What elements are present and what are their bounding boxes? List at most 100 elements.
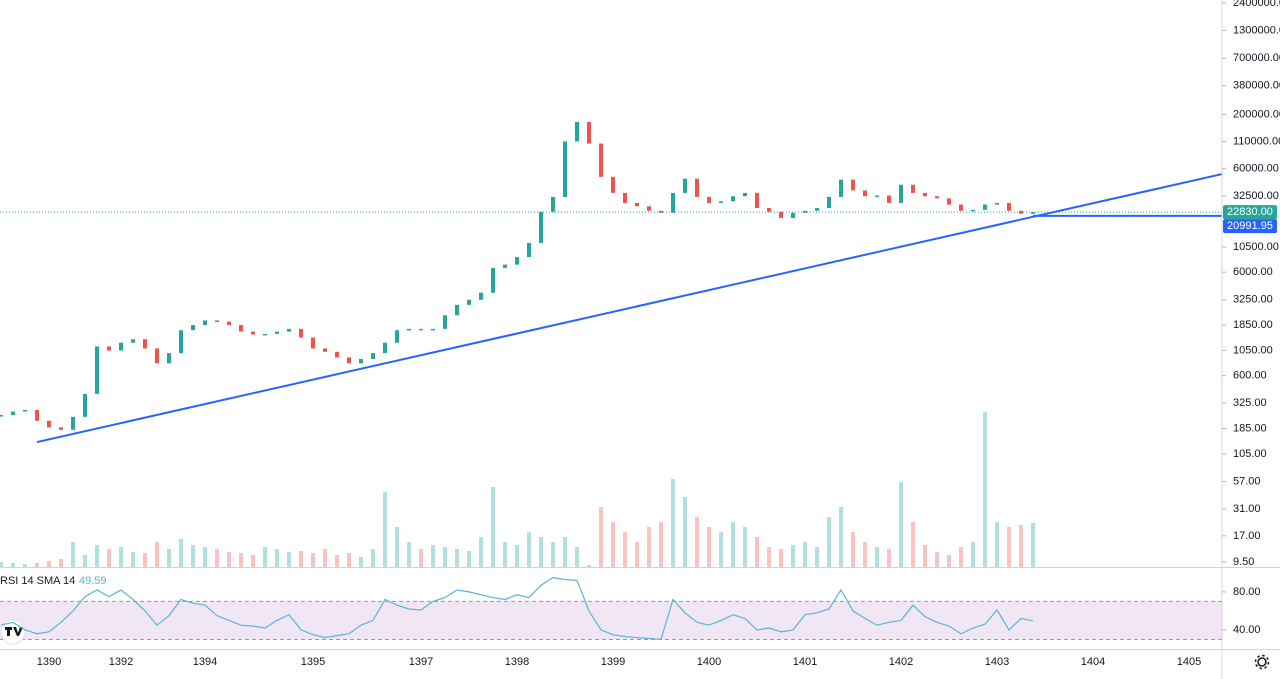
candle (611, 176, 615, 193)
y-tick-label: 110000.00 (1233, 135, 1280, 147)
volume-bar (527, 532, 531, 567)
candle (923, 192, 927, 197)
y-tick-label: 325.00 (1233, 397, 1267, 409)
candle (983, 204, 987, 210)
volume-bar (791, 545, 795, 567)
volume-bar (467, 551, 471, 567)
candle (875, 195, 879, 198)
volume-bar (323, 549, 327, 567)
candle (275, 331, 279, 334)
volume-bar (719, 532, 723, 567)
candle (359, 358, 363, 364)
candle (11, 411, 15, 416)
candle (167, 353, 171, 364)
y-tick-label: 380000.00 (1233, 80, 1280, 92)
y-tick-label: 32500.00 (1233, 190, 1279, 202)
candle (779, 211, 783, 219)
volume-bar (695, 517, 699, 567)
candle (119, 342, 123, 351)
candle (635, 202, 639, 207)
y-tick-label: 9.50 (1233, 556, 1254, 568)
volume-bar (179, 539, 183, 567)
volume-bar (503, 542, 507, 567)
candle (587, 121, 591, 144)
candle (755, 192, 759, 209)
volume-bar (659, 522, 663, 567)
candle (1031, 212, 1035, 214)
candle (443, 315, 447, 329)
candle (311, 337, 315, 349)
candle (299, 328, 303, 338)
volume-bar (419, 549, 423, 567)
volume-bar (383, 492, 387, 567)
y-tick-label: 31.00 (1233, 503, 1261, 515)
hline-tag (1223, 219, 1277, 234)
volume-bar (623, 532, 627, 567)
candle (995, 202, 999, 205)
candle (131, 339, 135, 343)
volume-bar (587, 565, 591, 567)
candle (395, 330, 399, 343)
last-price-tag (1223, 205, 1277, 220)
volume-bar (947, 555, 951, 567)
volume-bar (767, 547, 771, 567)
y-tick-label: 17.00 (1233, 530, 1261, 542)
volume-bar (215, 549, 219, 567)
candle (143, 339, 147, 349)
x-tick-label: 1403 (985, 656, 1009, 668)
volume-bar (599, 507, 603, 567)
candle (911, 184, 915, 193)
volume-bar (971, 542, 975, 567)
candle (743, 192, 747, 197)
volume-bar (827, 517, 831, 567)
volume-bar (815, 547, 819, 567)
candle (479, 292, 483, 300)
candle (815, 208, 819, 211)
volume-bar (251, 555, 255, 567)
candle (407, 328, 411, 331)
x-tick-label: 1401 (793, 656, 817, 668)
volume-bar (191, 545, 195, 567)
candle (899, 184, 903, 203)
volume-bar (71, 542, 75, 567)
volume-bar (755, 537, 759, 567)
volume-bar (287, 552, 291, 567)
y-tick-label: 200000.00 (1233, 108, 1280, 120)
candle (215, 320, 219, 322)
volume-bar (551, 542, 555, 567)
y-tick-label: 10500.00 (1233, 241, 1279, 253)
volume-bar (779, 549, 783, 567)
candle (83, 393, 87, 417)
candle (287, 328, 291, 332)
candle (695, 178, 699, 197)
volume-bar (707, 527, 711, 567)
volume-bar (887, 549, 891, 567)
y-tick-label: 6000.00 (1233, 266, 1273, 278)
rsi-last-value: 49.59 (79, 575, 107, 587)
candle (203, 320, 207, 326)
candle (887, 195, 891, 203)
volume-bar (515, 545, 519, 567)
volume-bar (83, 555, 87, 567)
settings-button[interactable] (1254, 654, 1270, 670)
candle (503, 264, 507, 268)
volume-bar (851, 532, 855, 567)
volume-bar (299, 551, 303, 567)
y-tick-label: 700000.00 (1233, 52, 1280, 64)
candle (623, 192, 627, 203)
volume-bar (839, 507, 843, 567)
volume-bar (899, 482, 903, 567)
volume-bar (23, 564, 27, 567)
volume-bar (539, 537, 543, 567)
hline-label: 20991.95 (1227, 220, 1273, 232)
tv-logo[interactable] (0, 619, 26, 645)
candle (851, 179, 855, 191)
volume-bar (35, 563, 39, 567)
candle (1007, 202, 1011, 211)
volume-bar (959, 547, 963, 567)
candle (347, 357, 351, 364)
volume-bar (443, 547, 447, 567)
volume-bar (0, 562, 3, 567)
candle (239, 325, 243, 332)
